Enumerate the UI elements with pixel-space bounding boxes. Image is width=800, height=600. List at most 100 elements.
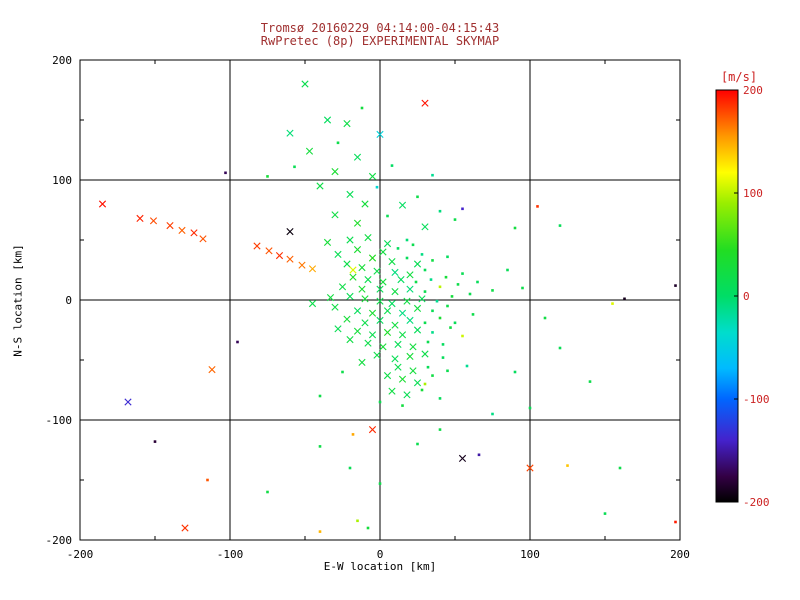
cross-marker (265, 247, 273, 255)
cross-marker (253, 242, 261, 250)
cross-marker (136, 214, 144, 222)
x-tick-label: 200 (670, 548, 690, 561)
dot-marker (414, 280, 418, 284)
cross-marker (368, 426, 377, 434)
cross-marker (391, 268, 399, 276)
dot-marker (318, 530, 322, 533)
cross-marker (275, 252, 284, 260)
colorbar-tick-label: -100 (743, 393, 770, 406)
dot-marker (431, 259, 434, 262)
cross-marker (376, 130, 384, 138)
cross-marker (403, 297, 411, 305)
dot-marker (536, 205, 539, 208)
cross-marker (178, 226, 186, 234)
dot-marker (461, 334, 464, 338)
dot-marker (528, 406, 532, 410)
x-tick-label: -100 (217, 548, 244, 561)
cross-marker (383, 372, 392, 380)
y-tick-label: -200 (46, 534, 73, 547)
cross-marker (403, 391, 411, 399)
dot-marker (438, 428, 442, 431)
dot-marker (360, 106, 364, 110)
cross-marker (368, 254, 377, 262)
x-tick-label: 0 (377, 548, 384, 561)
dot-marker (558, 224, 562, 227)
y-tick-label: 100 (52, 174, 72, 187)
cross-marker (98, 200, 107, 208)
cross-marker (316, 182, 324, 190)
cross-marker (349, 273, 357, 281)
dot-marker (476, 280, 479, 284)
cross-marker (526, 464, 534, 472)
cross-marker (346, 190, 354, 198)
dot-marker (386, 214, 389, 218)
cross-marker (368, 331, 377, 339)
cross-marker (361, 200, 369, 208)
tick-labels: -200 -100 0 100 200 -200 -100 0 100 200 (46, 54, 690, 561)
dot-marker (611, 302, 614, 305)
cross-marker (418, 295, 426, 303)
dot-marker (446, 369, 449, 373)
dot-marker (674, 284, 677, 287)
cross-marker (376, 297, 384, 305)
cross-marker (323, 238, 332, 246)
dot-marker (431, 173, 434, 177)
colorbar-gradient (716, 90, 738, 502)
cross-marker (364, 234, 372, 242)
cross-marker (331, 303, 339, 311)
colorbar-unit-label: [m/s] (720, 70, 758, 84)
chart-title-line2: RwPretec (8p) EXPERIMENTAL SKYMAP (260, 34, 500, 48)
cross-marker (190, 229, 198, 237)
dot-marker (416, 195, 419, 199)
dot-marker (491, 412, 494, 416)
dot-marker (623, 297, 626, 301)
cross-marker (331, 168, 339, 176)
cross-marker (353, 153, 362, 161)
dot-marker (441, 356, 445, 359)
cross-marker (379, 248, 387, 256)
cross-marker (458, 454, 467, 462)
dot-marker (603, 512, 607, 515)
dot-marker (153, 440, 157, 443)
cross-marker (397, 276, 405, 284)
x-tick-label: -200 (67, 548, 94, 561)
chart-title-line1: Tromsø 20160229 04:14:00-04:15:43 (260, 21, 500, 35)
dot-marker (293, 165, 296, 169)
cross-marker (413, 379, 422, 387)
dot-marker (224, 171, 227, 175)
cross-marker (305, 147, 314, 155)
dot-marker (521, 286, 524, 290)
cross-marker (301, 80, 309, 88)
dot-marker (477, 453, 481, 457)
colorbar-tick-label: -200 (743, 496, 770, 509)
cross-marker (406, 352, 414, 360)
cross-marker (199, 235, 207, 243)
dot-marker (318, 394, 322, 398)
cross-marker (326, 294, 335, 302)
cross-marker (398, 201, 407, 209)
cross-marker (383, 307, 392, 315)
dot-marker (446, 304, 449, 308)
dot-marker (396, 247, 400, 250)
dot-marker (461, 207, 464, 211)
dot-marker (206, 478, 209, 482)
cross-marker (286, 129, 294, 137)
cross-marker (373, 351, 381, 359)
dot-marker (423, 268, 427, 272)
cross-marker (421, 99, 429, 107)
cross-marker (406, 316, 414, 324)
cross-marker (346, 236, 354, 244)
cross-marker (364, 339, 372, 347)
cross-marker (353, 246, 362, 254)
dot-marker (491, 289, 494, 292)
cross-marker (413, 304, 422, 312)
dot-marker (513, 370, 517, 374)
dot-marker (341, 370, 344, 374)
cross-marker (331, 211, 339, 219)
cross-marker (379, 278, 387, 286)
dot-marker (444, 275, 448, 279)
dot-marker (558, 346, 562, 350)
dot-marker (431, 374, 434, 377)
cross-marker (334, 325, 342, 333)
